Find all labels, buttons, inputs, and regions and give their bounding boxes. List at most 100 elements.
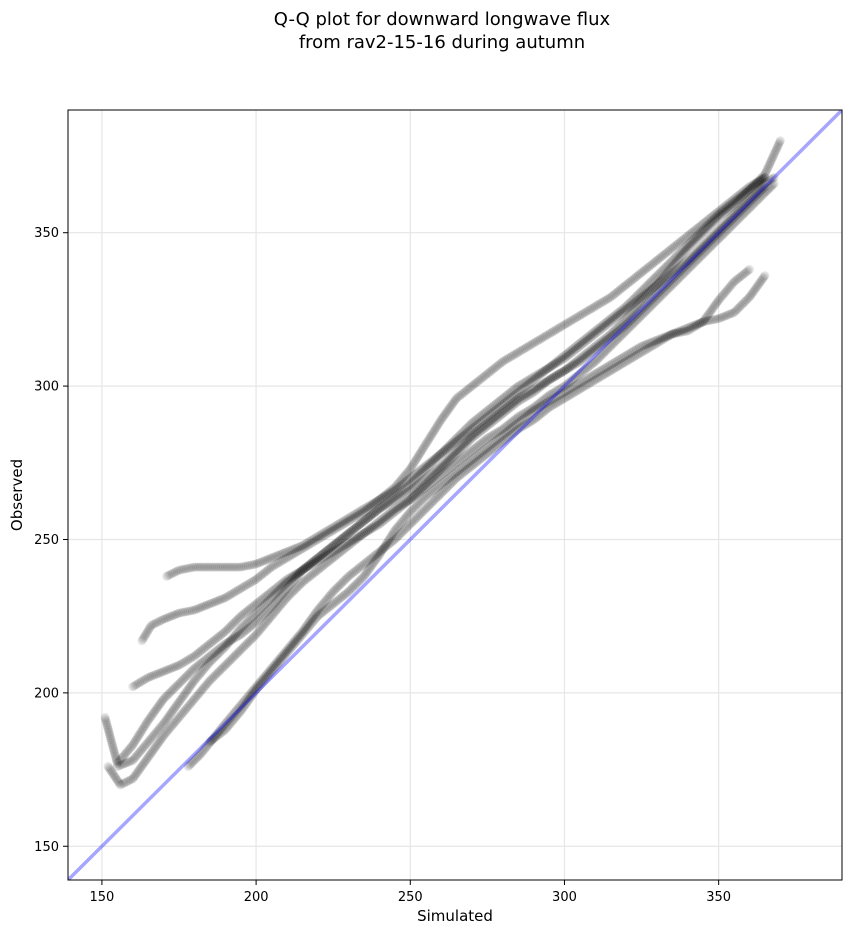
data-point [597, 350, 607, 360]
data-point [147, 748, 156, 758]
data-point [450, 447, 460, 457]
data-point [410, 482, 420, 492]
data-point [212, 669, 222, 679]
data-point [510, 396, 520, 406]
data-point [698, 249, 708, 259]
data-point [487, 414, 497, 424]
data-point [460, 437, 470, 447]
data-point [126, 756, 136, 766]
data-point [244, 615, 254, 625]
data-point [388, 496, 398, 506]
data-point [103, 724, 113, 733]
data-point [525, 386, 535, 396]
data-point [381, 511, 391, 521]
data-point [362, 514, 372, 524]
data-point [613, 334, 623, 344]
data-point [130, 771, 140, 781]
data-point [611, 336, 621, 346]
data-point [148, 746, 158, 756]
data-point [231, 633, 240, 643]
data-point [339, 544, 349, 554]
data-point [687, 260, 697, 270]
data-point [572, 356, 582, 366]
data-point [148, 731, 158, 741]
data-point [132, 751, 142, 761]
data-point [156, 697, 166, 707]
data-point [204, 659, 214, 669]
data-point [375, 516, 384, 526]
data-point [182, 670, 192, 680]
data-point [665, 283, 675, 293]
data-point [567, 375, 577, 385]
data-point [230, 651, 240, 660]
data-point [648, 284, 658, 294]
data-point [660, 287, 670, 297]
x-tick-label: 350 [706, 890, 731, 905]
data-point [274, 602, 284, 612]
data-point [327, 542, 337, 552]
data-point [195, 670, 205, 679]
x-tick-label: 300 [552, 890, 577, 905]
y-tick-label: 150 [34, 840, 59, 855]
data-point [316, 550, 326, 560]
data-point [193, 689, 203, 699]
data-point [749, 181, 759, 191]
data-point [653, 294, 663, 304]
data-point [376, 515, 386, 525]
data-point [150, 729, 160, 739]
data-point [735, 213, 745, 223]
data-point [496, 407, 506, 417]
data-point [296, 566, 306, 576]
data-point [159, 719, 169, 728]
data-point [203, 652, 213, 662]
data-point [581, 349, 591, 359]
data-point [642, 305, 652, 315]
data-point [247, 612, 257, 622]
data-point [253, 607, 262, 617]
data-point [726, 203, 736, 213]
data-point [337, 533, 347, 543]
data-point [453, 444, 463, 454]
data-point [127, 742, 136, 752]
data-point [686, 240, 696, 250]
data-point [273, 604, 283, 613]
data-point [482, 418, 492, 428]
data-point [278, 597, 288, 607]
data-point [364, 512, 374, 522]
data-point [140, 757, 150, 767]
data-point [553, 370, 563, 380]
data-point [589, 358, 599, 368]
data-point [324, 557, 334, 567]
data-point [473, 441, 483, 451]
data-point [717, 210, 727, 220]
data-point [237, 644, 247, 653]
data-point [140, 720, 150, 730]
data-point [701, 246, 711, 256]
data-point [353, 521, 363, 531]
data-point [121, 758, 131, 768]
data-point [747, 182, 757, 192]
data-point [143, 752, 153, 762]
data-point [763, 162, 773, 172]
data-point [732, 216, 742, 226]
data-point [646, 285, 656, 295]
data-point [292, 571, 302, 581]
data-point [775, 138, 784, 147]
data-point [572, 371, 582, 381]
data-point [524, 387, 533, 397]
data-point [561, 365, 571, 374]
data-point [618, 316, 628, 326]
data-point [124, 776, 134, 785]
data-point [408, 492, 418, 502]
data-point [219, 643, 229, 653]
data-point [639, 292, 649, 302]
data-point [592, 340, 602, 350]
data-point [490, 412, 500, 422]
data-point [213, 667, 223, 677]
data-point [265, 603, 275, 613]
data-point [272, 587, 282, 597]
scatter-points [100, 136, 785, 790]
data-point [481, 419, 491, 429]
data-point [724, 224, 733, 234]
data-point [294, 570, 303, 580]
